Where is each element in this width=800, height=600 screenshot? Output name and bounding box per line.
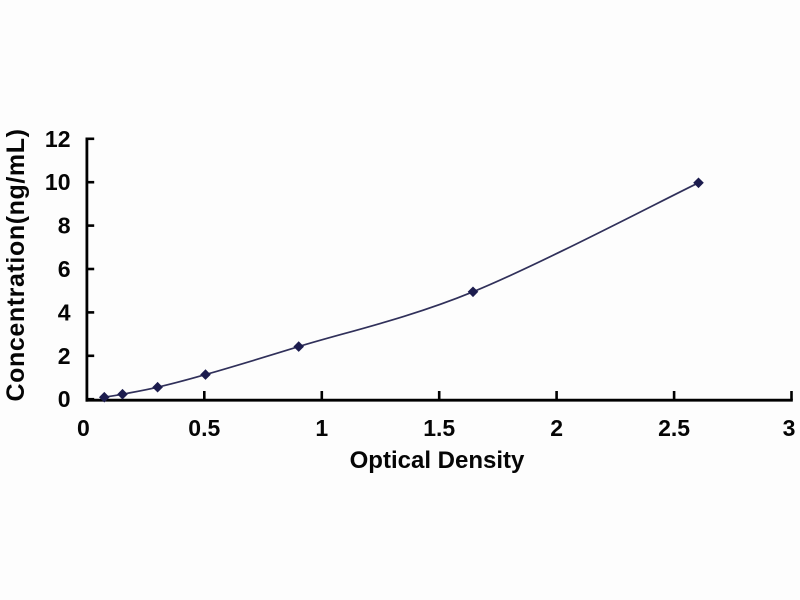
- svg-text:Optical Density: Optical Density: [350, 447, 525, 474]
- svg-text:4: 4: [58, 299, 71, 325]
- svg-text:0.5: 0.5: [188, 415, 220, 441]
- svg-text:10: 10: [45, 169, 71, 195]
- svg-text:Concentration(ng/mL): Concentration(ng/mL): [2, 128, 30, 401]
- svg-text:8: 8: [58, 213, 71, 239]
- svg-text:2: 2: [550, 415, 563, 441]
- svg-text:6: 6: [58, 256, 71, 282]
- svg-text:2.5: 2.5: [658, 415, 690, 441]
- svg-text:12: 12: [45, 126, 71, 152]
- svg-text:2: 2: [58, 343, 71, 369]
- svg-text:1.5: 1.5: [423, 415, 455, 441]
- svg-text:3: 3: [783, 415, 796, 441]
- svg-text:1: 1: [315, 415, 328, 441]
- svg-text:0: 0: [77, 415, 90, 441]
- svg-text:0: 0: [58, 386, 71, 412]
